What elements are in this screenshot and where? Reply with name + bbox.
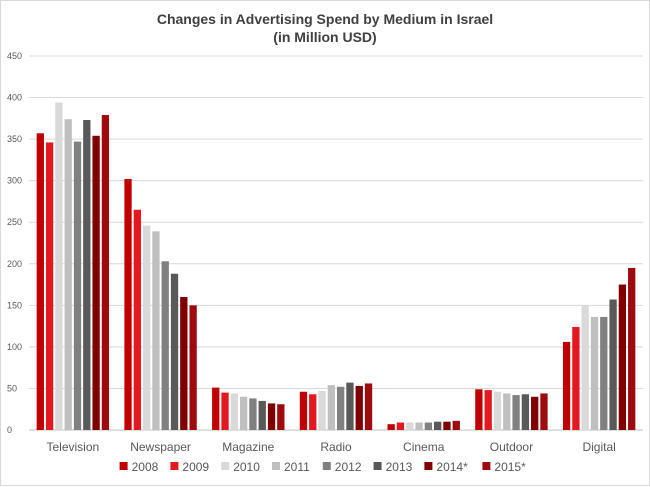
x-category-label: Television (47, 440, 100, 454)
bar (475, 389, 483, 430)
bar (152, 231, 160, 430)
chart-subtitle: (in Million USD) (273, 29, 377, 45)
y-tick-label: 300 (7, 176, 22, 186)
bar (406, 422, 414, 430)
bar (521, 394, 530, 430)
legend-swatch (373, 462, 382, 470)
bar (36, 133, 44, 430)
bar (415, 422, 423, 430)
bar (73, 141, 82, 431)
bar (424, 422, 433, 430)
legend-swatch (119, 462, 128, 470)
bar (249, 398, 257, 430)
bar (92, 135, 100, 430)
bar (618, 284, 627, 430)
bar (142, 225, 151, 430)
y-tick-label: 250 (7, 217, 22, 227)
bar (503, 393, 511, 430)
legend-label: 2008 (132, 460, 159, 474)
bar (309, 394, 317, 430)
bar (434, 421, 442, 430)
bar (277, 404, 285, 430)
bar (64, 119, 72, 431)
x-category-label: Newspaper (130, 440, 191, 454)
bar (387, 424, 395, 430)
bar (161, 261, 169, 430)
legend-label: 2013 (386, 460, 413, 474)
bar (212, 387, 220, 430)
bar (364, 383, 373, 430)
bar (628, 267, 636, 430)
bar (133, 209, 141, 430)
bar (170, 273, 179, 430)
bar (230, 393, 238, 430)
bar (609, 299, 617, 430)
y-tick-label: 350 (7, 134, 22, 144)
legend-label: 2009 (182, 460, 209, 474)
bar (531, 396, 539, 430)
y-tick-label: 200 (7, 259, 22, 269)
y-tick-label: 150 (7, 300, 22, 310)
y-tick-label: 400 (7, 93, 22, 103)
y-tick-label: 100 (7, 342, 22, 352)
bar (299, 391, 308, 430)
bar (572, 326, 580, 430)
legend-label: 2010 (233, 460, 260, 474)
bar (221, 392, 229, 430)
bar (346, 382, 354, 430)
bar (189, 305, 197, 430)
bar (55, 102, 63, 430)
bar (267, 403, 276, 430)
legend-label: 2011 (284, 460, 310, 474)
bar (355, 385, 363, 430)
legend-label: 2014* (436, 460, 468, 474)
chart-title: Changes in Advertising Spend by Medium i… (156, 11, 494, 27)
bar (562, 341, 571, 430)
legend-swatch (221, 462, 230, 470)
bar (101, 115, 110, 431)
bar (337, 386, 345, 430)
x-category-label: Digital (582, 440, 615, 454)
bar (318, 390, 326, 430)
bar (600, 316, 608, 430)
bar (180, 297, 188, 430)
bar (124, 179, 132, 430)
x-category-label: Radio (320, 440, 352, 454)
y-tick-label: 450 (7, 51, 22, 61)
legend-swatch (272, 462, 280, 470)
bar (512, 395, 520, 430)
legend-label: 2012 (335, 460, 362, 474)
legend-swatch (170, 462, 179, 470)
legend-swatch (322, 462, 331, 470)
legend-swatch (424, 462, 433, 470)
bar (83, 119, 91, 431)
bar (327, 385, 335, 430)
bar (493, 391, 502, 430)
bar (590, 316, 599, 430)
legend-swatch (482, 462, 491, 470)
bar (45, 142, 54, 431)
legend-label: 2015* (494, 460, 526, 474)
y-tick-label: 50 (7, 383, 17, 393)
bar (239, 396, 248, 430)
bar (540, 393, 548, 430)
bar (452, 420, 460, 430)
bar (443, 421, 451, 430)
bar (258, 400, 266, 430)
bar (484, 390, 492, 430)
x-category-label: Outdoor (490, 440, 533, 454)
bar (581, 305, 589, 430)
x-category-label: Cinema (403, 440, 445, 454)
x-category-label: Magazine (222, 440, 274, 454)
bar (396, 422, 405, 430)
y-tick-label: 0 (7, 425, 12, 435)
